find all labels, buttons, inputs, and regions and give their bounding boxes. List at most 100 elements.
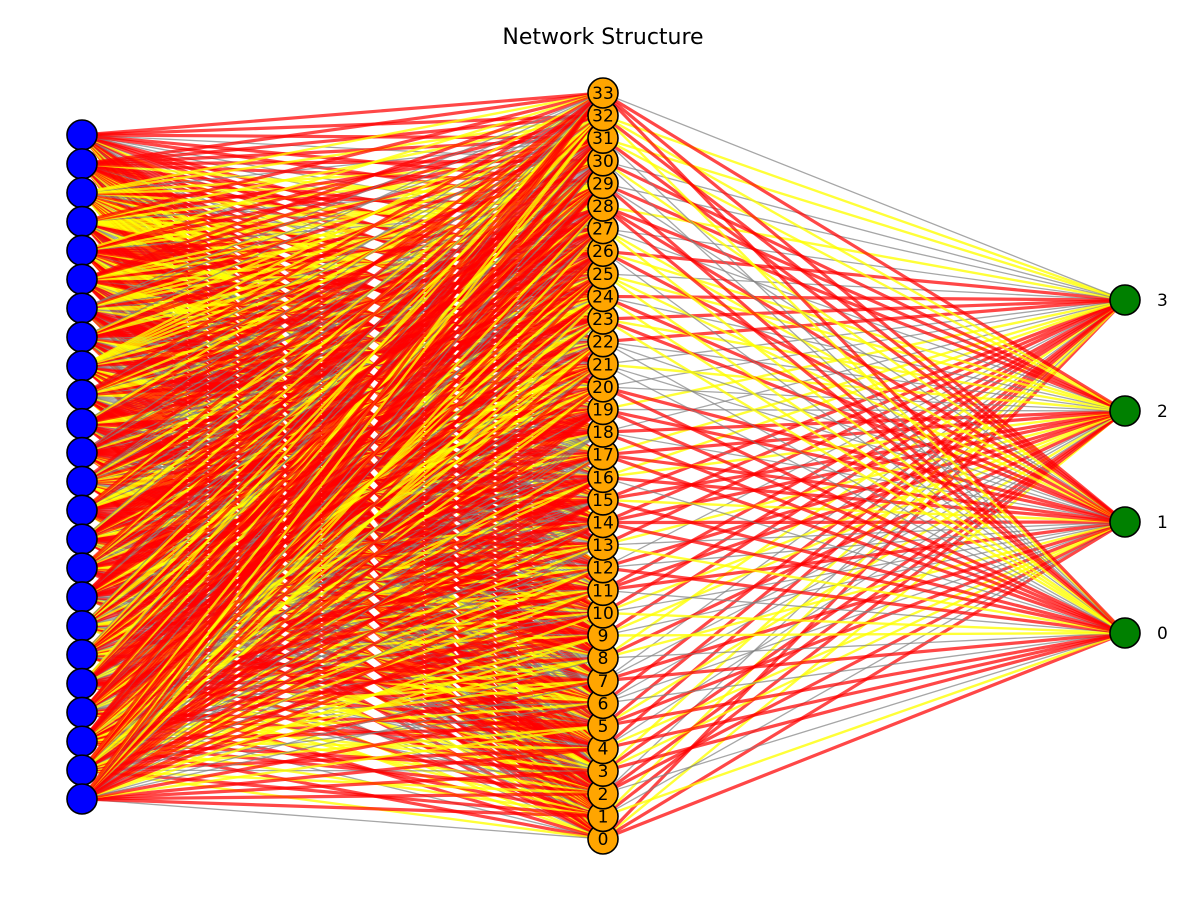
edge-hidden-output xyxy=(602,430,1126,635)
edge-hidden-output xyxy=(602,611,1126,635)
hidden-node-label: 6 xyxy=(598,694,609,714)
input-node xyxy=(66,176,98,209)
edge-input-hidden xyxy=(81,797,604,818)
edge-hidden-output xyxy=(602,589,1126,634)
hidden-node-label: 25 xyxy=(592,265,614,285)
hidden-node-label: 4 xyxy=(598,740,609,760)
input-layer xyxy=(66,119,98,815)
edge-hidden-output xyxy=(602,631,1126,818)
input-node xyxy=(66,119,98,151)
edge-input-hidden xyxy=(81,589,604,772)
hidden-node-label: 19 xyxy=(592,400,614,420)
hidden-node-label: 8 xyxy=(598,649,609,669)
edge-input-hidden xyxy=(81,91,604,397)
edge-input-hidden xyxy=(81,114,604,800)
input-node xyxy=(66,638,98,671)
edge-hidden-output xyxy=(602,318,1126,635)
edge-input-hidden xyxy=(80,91,605,512)
input-node xyxy=(66,436,98,469)
edge-hidden-output xyxy=(602,295,1126,635)
edge-hidden-output xyxy=(602,631,1126,751)
edge-input-hidden xyxy=(81,408,604,801)
edge-hidden-output xyxy=(602,250,1126,634)
edge-input-hidden xyxy=(80,159,605,714)
hidden-node-label: 23 xyxy=(592,310,614,330)
input-node xyxy=(66,581,98,613)
edge-input-hidden xyxy=(81,566,604,772)
edge-input-hidden xyxy=(81,454,604,800)
input-node xyxy=(66,350,98,382)
edge-input-hidden xyxy=(81,92,604,454)
hidden-node-label: 9 xyxy=(598,627,609,647)
hidden-node-label: 7 xyxy=(598,672,609,692)
edge-input-hidden xyxy=(81,746,604,801)
edge-input-hidden xyxy=(81,92,604,338)
edge-hidden-output xyxy=(602,632,1126,795)
edge-input-hidden xyxy=(81,739,604,841)
input-node xyxy=(66,667,98,700)
edge-input-hidden xyxy=(81,91,604,166)
edge-hidden-output xyxy=(602,363,1126,634)
edge-input-hidden xyxy=(81,611,604,801)
edge-input-hidden xyxy=(80,204,605,743)
edge-hidden-output xyxy=(602,272,1126,634)
edge-input-hidden xyxy=(81,798,604,840)
edge-input-hidden xyxy=(81,227,604,800)
edge-input-hidden xyxy=(80,137,605,800)
hidden-node-label: 30 xyxy=(592,152,614,172)
hidden-node-label: 22 xyxy=(592,333,614,353)
edge-hidden-output xyxy=(602,632,1126,705)
edge-input-hidden xyxy=(81,769,604,772)
input-node xyxy=(66,725,98,758)
edge-input-hidden xyxy=(80,182,605,801)
edge-input-hidden xyxy=(81,91,604,137)
hidden-node-label: 16 xyxy=(592,468,614,488)
edge-input-hidden xyxy=(80,137,605,772)
input-node xyxy=(66,754,98,786)
edge-hidden-output xyxy=(602,137,1126,634)
edge-hidden-output xyxy=(601,91,1127,635)
edge-input-hidden xyxy=(81,657,604,800)
edge-input-hidden xyxy=(80,159,605,772)
edge-hidden-output xyxy=(602,160,1126,634)
hidden-node-label: 12 xyxy=(592,559,614,579)
edge-hidden-output xyxy=(602,543,1126,635)
edge-input-hidden xyxy=(81,768,604,818)
input-node xyxy=(66,292,98,325)
edge-input-hidden xyxy=(80,340,605,801)
output-node xyxy=(1109,284,1141,316)
edge-input-hidden xyxy=(80,91,605,714)
output-layer: 0 1 2 3 xyxy=(1109,284,1168,649)
edge-input-hidden xyxy=(81,92,604,540)
input-node xyxy=(66,552,98,584)
edge-input-hidden xyxy=(81,137,604,714)
edge-hidden-output xyxy=(601,204,1127,635)
edge-hidden-output xyxy=(602,476,1126,634)
edge-input-hidden xyxy=(80,92,605,772)
edge-input-hidden xyxy=(81,91,604,224)
edge-hidden-output xyxy=(602,341,1126,634)
edge-input-hidden xyxy=(81,498,604,801)
hidden-node-label: 33 xyxy=(592,84,614,104)
output-node-label: 2 xyxy=(1157,402,1168,422)
edge-hidden-output xyxy=(602,631,1126,773)
edge-hidden-output xyxy=(602,114,1126,634)
edge-input-hidden xyxy=(81,205,604,771)
edge-input-hidden xyxy=(81,205,604,800)
edge-hidden-output xyxy=(602,632,1126,659)
hidden-node-label: 0 xyxy=(598,830,609,850)
hidden-node-label: 10 xyxy=(592,604,614,624)
edge-hidden-output xyxy=(602,520,1126,635)
input-node xyxy=(66,205,98,238)
edge-input-hidden xyxy=(81,588,604,801)
edge-hidden-output xyxy=(602,566,1126,635)
edge-input-hidden xyxy=(81,92,604,627)
hidden-node-label: 26 xyxy=(592,242,614,262)
hidden-node-label: 27 xyxy=(592,220,614,240)
edge-input-hidden xyxy=(81,160,604,800)
edge-input-hidden xyxy=(80,114,605,714)
edge-input-hidden xyxy=(81,792,604,801)
edge-input-hidden xyxy=(81,91,604,252)
hidden-node-label: 20 xyxy=(592,378,614,398)
edge-input-hidden xyxy=(81,544,604,800)
